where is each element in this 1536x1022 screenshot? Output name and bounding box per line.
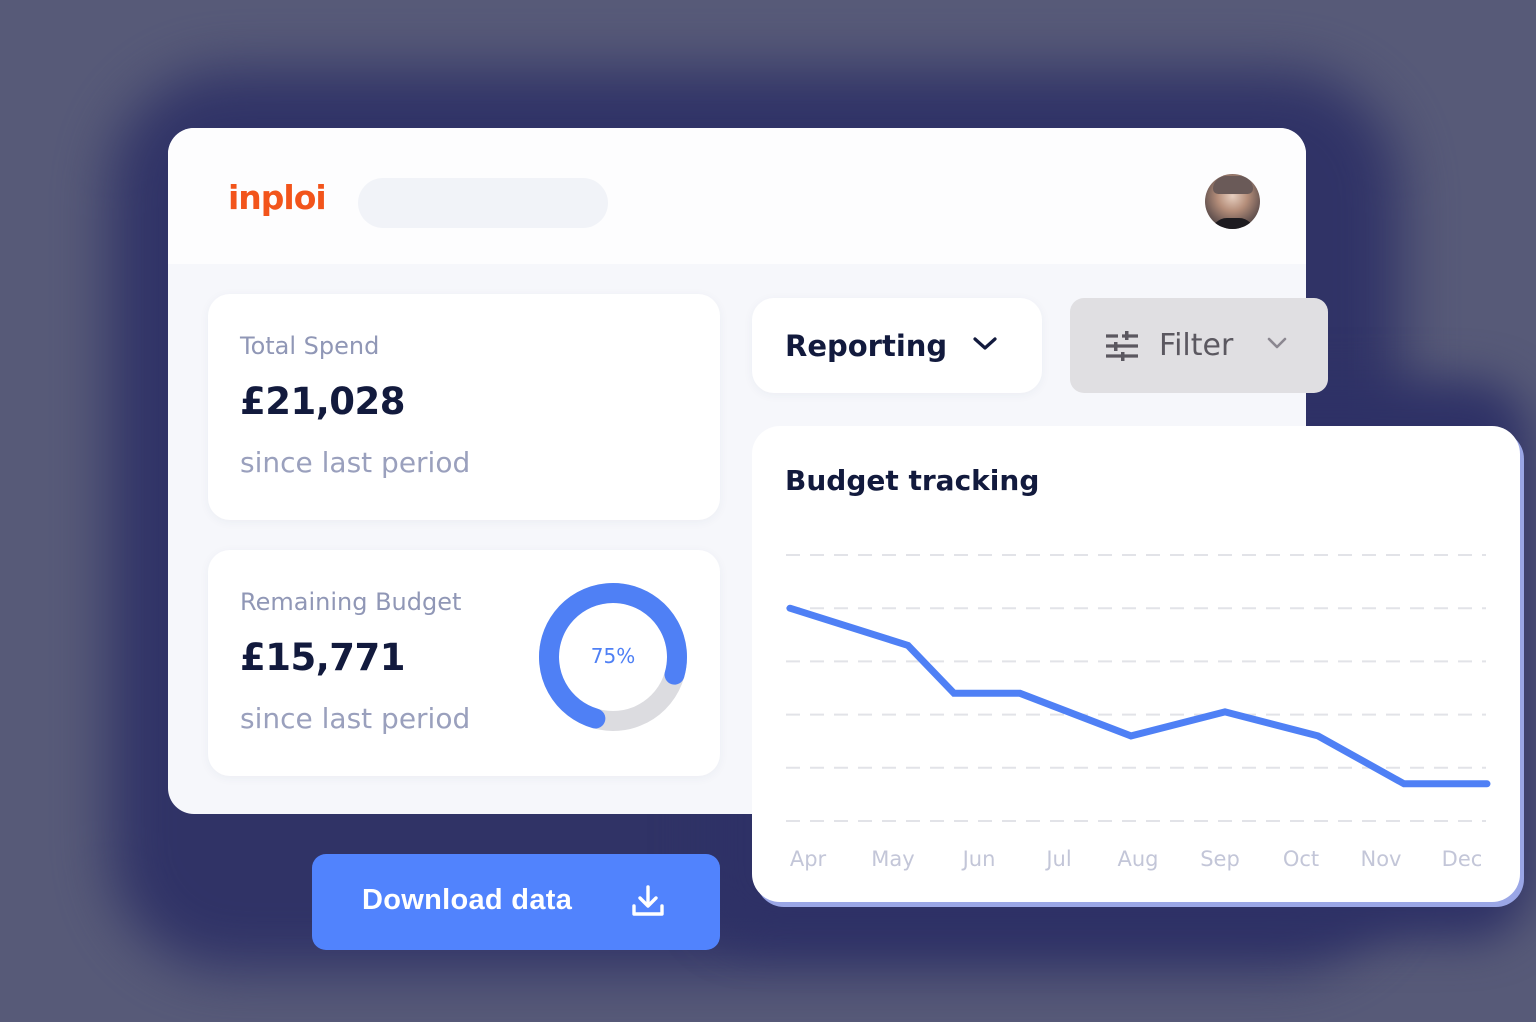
chevron-down-icon bbox=[973, 337, 997, 350]
x-axis-label: Nov bbox=[1361, 847, 1402, 871]
stat-subtext: since last period bbox=[240, 702, 471, 735]
stat-label: Total Spend bbox=[240, 332, 380, 360]
avatar[interactable] bbox=[1205, 174, 1260, 229]
budget-donut-chart bbox=[539, 583, 687, 731]
remaining-budget-card: Remaining Budget £15,771 since last peri… bbox=[208, 550, 720, 776]
reporting-label: Reporting bbox=[785, 328, 948, 363]
tune-icon bbox=[1106, 331, 1138, 361]
avatar-hair bbox=[1213, 176, 1253, 194]
x-axis-label: Apr bbox=[790, 847, 827, 871]
stat-label: Remaining Budget bbox=[240, 588, 462, 616]
x-axis-label: Sep bbox=[1200, 847, 1240, 871]
x-axis-label: Dec bbox=[1442, 847, 1483, 871]
x-axis-label: Jun bbox=[961, 847, 996, 871]
donut-percent-label: 75% bbox=[590, 644, 636, 668]
x-axis-label: Jul bbox=[1044, 847, 1071, 871]
inploi-logo[interactable]: inploi bbox=[228, 178, 327, 217]
filter-label: Filter bbox=[1159, 328, 1234, 363]
avatar-shirt bbox=[1211, 218, 1255, 229]
download-icon bbox=[632, 885, 664, 916]
x-axis-label: Oct bbox=[1283, 847, 1319, 871]
reporting-dropdown[interactable]: Reporting bbox=[752, 298, 1042, 393]
search-input[interactable] bbox=[358, 178, 608, 228]
x-axis-label: Aug bbox=[1117, 847, 1158, 871]
budget-line bbox=[786, 604, 1491, 788]
budget-line-chart: Apr May Jun Jul Aug Sep Oct Nov Dec bbox=[786, 554, 1491, 871]
x-axis-label: May bbox=[871, 847, 914, 871]
total-spend-card: Total Spend £21,028 since last period bbox=[208, 294, 720, 520]
download-label: Download data bbox=[362, 884, 573, 916]
stat-value: £15,771 bbox=[240, 636, 406, 679]
stat-subtext: since last period bbox=[240, 446, 471, 479]
stat-value: £21,028 bbox=[240, 380, 406, 423]
chevron-down-icon bbox=[1267, 337, 1287, 349]
download-data-button[interactable]: Download data bbox=[312, 854, 720, 950]
budget-tracking-chart-card: Budget tracking Apr May Jun Jul Aug Sep Oct Nov… bbox=[752, 426, 1520, 902]
filter-dropdown[interactable]: Filter bbox=[1070, 298, 1328, 393]
chart-title: Budget tracking bbox=[785, 464, 1040, 497]
app-header: inploi bbox=[168, 128, 1306, 264]
